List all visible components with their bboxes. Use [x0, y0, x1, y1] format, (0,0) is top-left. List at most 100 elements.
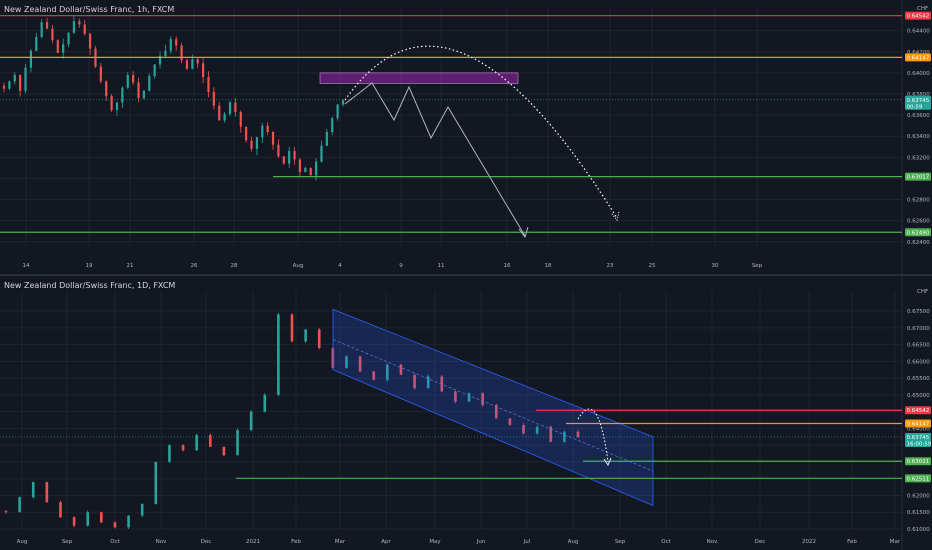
- candle-body: [320, 145, 323, 162]
- countdown-label: 00:59: [907, 104, 923, 110]
- time-tick-label: 23: [607, 263, 614, 269]
- candle-body: [282, 156, 285, 164]
- candle-body: [83, 24, 86, 34]
- price-tick-label: 0.64000: [907, 426, 930, 432]
- candle-body: [191, 59, 194, 69]
- projected-arc-arrowhead: [603, 457, 612, 466]
- price-tick-label: 0.64000: [907, 71, 930, 77]
- candle-body: [2, 85, 6, 89]
- candle-body: [218, 105, 221, 121]
- price-tick-label: 0.66500: [907, 343, 930, 349]
- candle-body: [110, 96, 113, 110]
- price-tick-label: 0.63800: [907, 92, 930, 98]
- candle-body: [212, 91, 215, 106]
- candle-body: [228, 102, 232, 115]
- candle-body: [576, 431, 580, 438]
- candle-body: [8, 81, 11, 89]
- candle-body: [290, 314, 294, 342]
- candle-body: [67, 32, 70, 45]
- candle-body: [35, 37, 38, 51]
- level-price-tag: [905, 172, 931, 181]
- candle-body: [341, 100, 345, 105]
- candle-body: [164, 50, 167, 56]
- projected-path: [344, 82, 526, 237]
- candle-body: [62, 44, 65, 53]
- time-tick-label: 25: [649, 263, 656, 269]
- candle-body: [481, 393, 484, 405]
- candle-body: [207, 77, 210, 92]
- candle-body: [86, 512, 90, 526]
- candle-body: [105, 81, 108, 97]
- candle-body: [115, 102, 119, 110]
- candle-body: [234, 102, 237, 112]
- time-tick-label: 2021: [246, 539, 260, 545]
- price-tick-label: 0.65500: [907, 376, 930, 382]
- candle-body: [196, 59, 199, 64]
- time-tick-label: Nov: [156, 539, 167, 545]
- chart-1d-svg[interactable]: 0.67500 0.67000 0.66500 0.66000 0.65500 0.650…: [0, 276, 932, 550]
- candle-body: [304, 167, 307, 173]
- candle-body: [223, 114, 226, 121]
- candle-body: [331, 118, 334, 132]
- chart-pane-1d[interactable]: 0.67500 0.67000 0.66500 0.66000 0.65500 0.650…: [0, 276, 932, 550]
- time-tick-label: May: [429, 539, 441, 545]
- candle-body: [45, 22, 49, 29]
- price-tick-label: 0.62000: [907, 493, 930, 499]
- candle-body: [549, 426, 553, 442]
- candle-body: [399, 364, 403, 375]
- candle-body: [31, 482, 35, 498]
- candle-body: [345, 356, 348, 369]
- price-tick-label: 0.63200: [907, 155, 930, 161]
- price-tick-label: 0.64200: [907, 50, 930, 56]
- candle-body: [336, 104, 339, 119]
- candle-body: [158, 56, 162, 65]
- countdown-label: 16:00:59: [907, 441, 932, 447]
- time-tick-label: Jul: [523, 539, 531, 545]
- pane-separator[interactable]: [0, 274, 932, 276]
- projected-arc: [577, 408, 609, 463]
- candle-body: [29, 50, 33, 68]
- chart-pane-1h[interactable]: 0.64400 0.64200 0.64000 0.63800 0.63600 0.634…: [0, 0, 932, 274]
- time-tick-label: Nov: [707, 539, 718, 545]
- time-tick-label: Oct: [661, 539, 671, 545]
- time-tick-label: 21: [127, 263, 134, 269]
- level-price-label: 0.62511: [907, 476, 930, 482]
- time-tick-label: 11: [438, 263, 445, 269]
- price-tick-label: 0.66000: [907, 359, 930, 365]
- candle-body: [18, 497, 21, 513]
- time-tick-label: Feb: [847, 539, 857, 545]
- candle-body: [236, 430, 239, 456]
- candle-body: [59, 502, 62, 518]
- level-price-tag: [905, 11, 931, 20]
- candle-body: [72, 517, 76, 526]
- candle-body: [121, 87, 124, 103]
- level-price-label: 0.64542: [907, 408, 930, 414]
- currency-label: CHF: [917, 289, 928, 295]
- candle-body: [293, 151, 296, 160]
- candle-body: [314, 161, 318, 176]
- time-tick-label: Aug: [568, 539, 579, 545]
- candle-body: [250, 140, 253, 149]
- time-tick-label: Apr: [381, 539, 391, 545]
- time-tick-label: 4: [338, 263, 342, 269]
- time-tick-label: Aug: [293, 263, 304, 269]
- candle-body: [208, 435, 212, 447]
- candle-body: [372, 371, 376, 380]
- candle-body: [508, 418, 512, 426]
- time-tick-label: 14: [23, 263, 30, 269]
- chart-1h-svg[interactable]: 0.64400 0.64200 0.64000 0.63800 0.63600 0.634…: [0, 0, 932, 274]
- candle-body: [309, 167, 312, 176]
- candle-body: [24, 67, 27, 91]
- candle-body: [317, 329, 321, 348]
- candle-body: [4, 511, 8, 513]
- last-price-label: 0.63745: [907, 435, 930, 441]
- price-tick-label: 0.64400: [907, 29, 930, 35]
- candle-body: [100, 512, 103, 523]
- candle-body: [263, 394, 267, 412]
- time-tick-label: 9: [399, 263, 403, 269]
- candle-body: [195, 435, 198, 451]
- candle-body: [255, 137, 259, 149]
- time-tick-label: 28: [231, 263, 238, 269]
- level-price-label: 0.62490: [907, 230, 930, 236]
- candle-body: [277, 314, 280, 395]
